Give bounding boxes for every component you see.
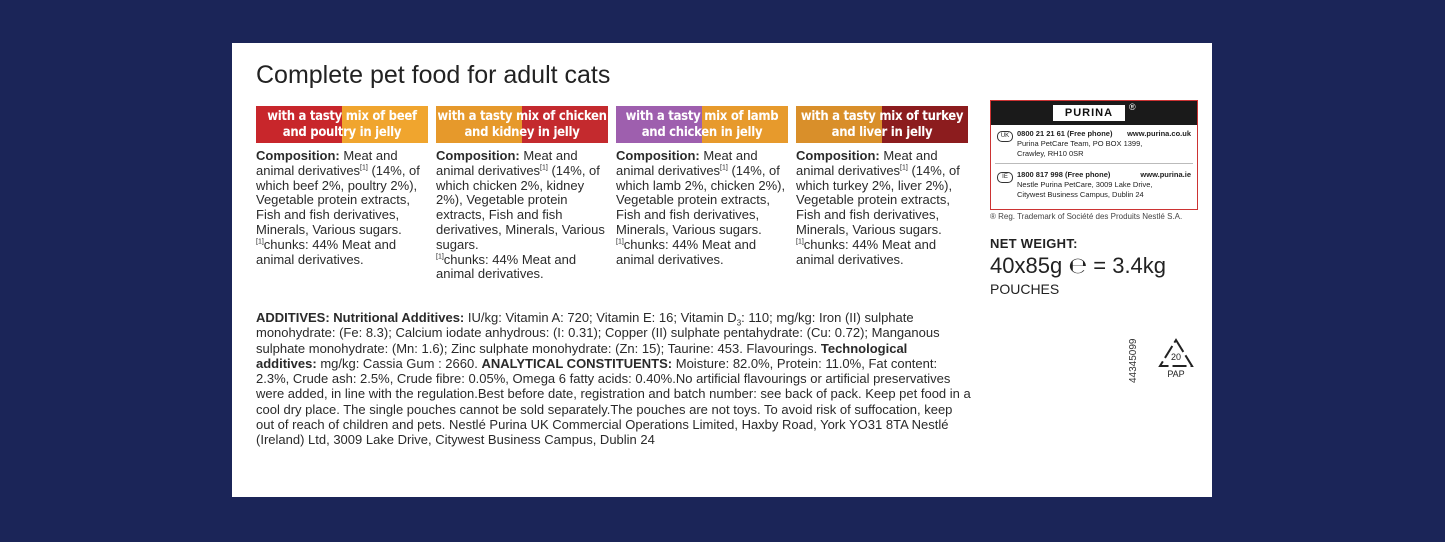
composition-text: Meat and animal derivatives: [616, 148, 758, 178]
composition-label: Composition:: [796, 148, 880, 163]
chunks-text: chunks: 44% Meat and animal derivatives.: [256, 236, 397, 267]
label-panel: Complete pet food for adult cats with a …: [232, 43, 1212, 497]
banner-line: and poultry in jelly: [282, 125, 402, 140]
phone: 0800 21 21 61 (Free phone): [1017, 129, 1113, 138]
banner-line: with a tasty mix of chicken: [437, 109, 607, 124]
subscript: 3: [736, 318, 742, 328]
composition-text: Meat and animal derivatives: [436, 148, 578, 178]
footnote-mark: [1]: [900, 164, 908, 172]
text: : 110; mg/kg: Iron (II) sulphate monohyd…: [256, 310, 940, 356]
unit: POUCHES: [990, 281, 1060, 297]
composition-text: Meat and animal derivatives: [796, 148, 938, 178]
footnote-mark: [1]: [436, 253, 444, 261]
banner-line: and kidney in jelly: [464, 125, 580, 140]
title: Complete pet food for adult cats: [256, 61, 611, 89]
variant: with a tasty mix of lamb and chicken in j…: [616, 106, 788, 267]
variant: with a tasty mix of chicken and kidney in…: [436, 106, 608, 282]
banner-line: with a tasty mix of beef: [267, 109, 417, 124]
label: Nutritional Additives:: [333, 310, 465, 325]
footnote-mark: [1]: [256, 238, 264, 246]
footnote-mark: [1]: [616, 238, 624, 246]
trademark: ® Reg. Trademark of Société des Produits…: [990, 212, 1183, 221]
amount: 40x85g: [990, 253, 1063, 278]
banner-line: and chicken in jelly: [641, 125, 763, 140]
chunks-text: chunks: 44% Meat and animal derivatives.: [436, 251, 577, 282]
net-weight-amount: 40x85g ℮ = 3.4kg: [990, 253, 1166, 279]
footnote-mark: [1]: [720, 164, 728, 172]
chunks-text: chunks: 44% Meat and animal derivatives.: [616, 236, 757, 267]
composition-text: Meat and animal derivatives: [256, 148, 398, 178]
website: www.purina.ie: [1140, 170, 1191, 179]
banner-line: with a tasty mix of turkey: [800, 109, 964, 124]
text: mg/kg: Cassia Gum : 2660.: [320, 355, 478, 371]
composition-detail: (14%, of which chicken 2%, kidney 2%), V…: [436, 162, 605, 252]
composition: Composition: Meat and animal derivatives…: [796, 148, 966, 267]
recycle-number: 20: [1171, 352, 1181, 362]
total: = 3.4kg: [1093, 253, 1167, 278]
brand: PURINA: [1053, 105, 1125, 121]
chunks-text: chunks: 44% Meat and animal derivatives.: [796, 236, 937, 267]
barcode-number: 44345099: [1128, 338, 1139, 384]
text: Moisture: 82.0%, Protein: 11.0%, Fat con…: [256, 355, 971, 448]
composition: Composition: Meat and animal derivatives…: [256, 148, 426, 267]
composition-detail: (14%, of which turkey 2%, liver 2%), Veg…: [796, 162, 960, 237]
additives: ADDITIVES: Nutritional Additives: IU/kg:…: [256, 310, 971, 448]
composition-detail: (14%, of which beef 2%, poultry 2%), Veg…: [256, 162, 420, 237]
heading: ADDITIVES:: [256, 310, 330, 325]
composition-label: Composition:: [616, 148, 700, 163]
composition-label: Composition:: [256, 148, 340, 163]
address-line: Citywest Business Campus, Dublin 24: [1017, 190, 1144, 199]
banner-line: with a tasty mix of lamb: [625, 109, 779, 124]
banner: with a tasty mix of lamb and chicken in j…: [616, 106, 788, 143]
label: ANALYTICAL CONSTITUENTS:: [481, 355, 673, 371]
separator: [995, 163, 1193, 164]
footnote-mark: [1]: [540, 164, 548, 172]
phone: 1800 817 998 (Free phone): [1017, 170, 1111, 179]
e-mark: ℮: [1068, 254, 1088, 279]
registered: ®: [1129, 102, 1136, 112]
country-code: IE: [997, 172, 1013, 183]
uk-contact: UK 0800 21 21 61 (Free phone) www.purina…: [991, 125, 1197, 161]
banner: with a tasty mix of turkey and liver in j…: [796, 106, 968, 143]
variant: with a tasty mix of turkey and liver in j…: [796, 106, 968, 267]
composition-label: Composition:: [436, 148, 520, 163]
variant: with a tasty mix of beef and poultry in j…: [256, 106, 428, 267]
banner-line: and liver in jelly: [831, 125, 933, 140]
country-code: UK: [997, 131, 1013, 142]
net-weight: NET WEIGHT: 40x85g ℮ = 3.4kg POUCHES: [990, 236, 1166, 297]
website: www.purina.co.uk: [1127, 129, 1191, 138]
contact-box: PURINA ® UK 0800 21 21 61 (Free phone) w…: [990, 100, 1198, 210]
composition: Composition: Meat and animal derivatives…: [616, 148, 786, 267]
ie-contact: IE 1800 817 998 (Free phone) www.purina.…: [991, 166, 1197, 202]
address-line: Purina PetCare Team, PO BOX 1399,: [1017, 139, 1143, 148]
net-weight-label: NET WEIGHT:: [990, 236, 1078, 251]
banner: with a tasty mix of beef and poultry in j…: [256, 106, 428, 143]
footnote-mark: [1]: [796, 238, 804, 246]
recycling-symbol: 20 PAP: [1158, 338, 1194, 379]
recycle-triangle: [1158, 338, 1194, 367]
brand-bar: PURINA ®: [991, 101, 1197, 125]
composition: Composition: Meat and animal derivatives…: [436, 148, 606, 282]
footnote-mark: [1]: [360, 164, 368, 172]
address-line: Nestle Purina PetCare, 3009 Lake Drive,: [1017, 180, 1153, 189]
banner: with a tasty mix of chicken and kidney in…: [436, 106, 608, 143]
composition-detail: (14%, of which lamb 2%, chicken 2%), Veg…: [616, 162, 786, 237]
recycle-material: PAP: [1167, 369, 1184, 379]
label: Technological additives:: [256, 340, 908, 371]
address-line: Crawley, RH10 0SR: [1017, 149, 1084, 158]
text: IU/kg: Vitamin A: 720; Vitamin E: 16; Vi…: [467, 310, 737, 325]
